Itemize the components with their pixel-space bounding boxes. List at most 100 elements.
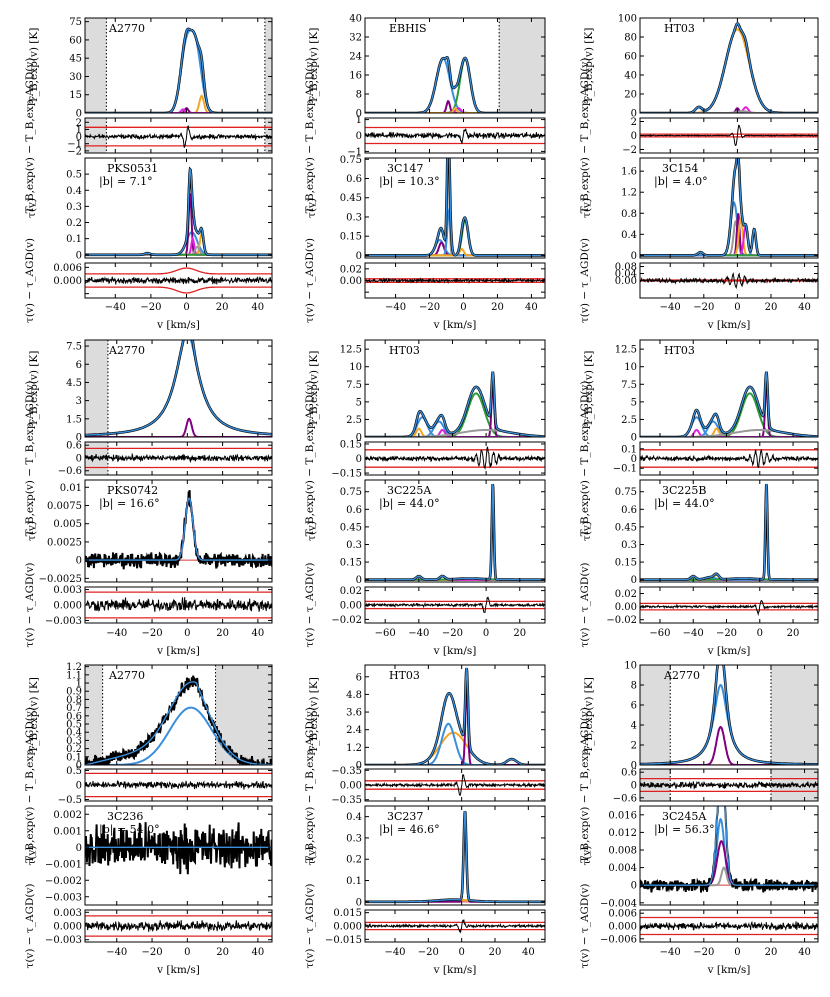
r3c2-em-component-2 — [365, 722, 545, 765]
r2c2-ar-ylabel: τ(v) − τ_AGD(v) — [304, 563, 316, 648]
r2c1-ab-total-fit — [85, 497, 272, 561]
r3c2-ar-panel: −0.015 0.000 0.015 τ(v) − τ_AGD(v) — [304, 884, 546, 968]
r2c3-em-ytick-label: 2.5 — [621, 415, 637, 426]
r1c2-ab-ytick-label: 0 — [356, 251, 362, 262]
r3c2-em-ytick-label: 4.8 — [346, 690, 362, 701]
r2c1-em-ytick-label: 6 — [76, 360, 82, 371]
r2c3-er-ytick-label: −0.1 — [613, 464, 637, 475]
r3c2-xlabel: v [km/s] — [433, 964, 477, 976]
r1c2-ab-ytick-label: 0.6 — [346, 174, 362, 185]
r3c1-xtick-label: −20 — [141, 947, 162, 958]
r2c1-ab-frame — [84, 479, 273, 583]
r2c2-em-ytick-label: 2.5 — [346, 415, 362, 426]
r2c3-er-plot-area — [640, 448, 818, 469]
r3c2-er-residual — [365, 774, 545, 797]
r2c1-absorption-source-label: PKS0742 — [107, 484, 158, 497]
r3c3-ar-plot-area — [640, 916, 818, 936]
r3c1-ar-ytick-label: 0.003 — [53, 908, 82, 919]
r1c2-xtick-label: 40 — [525, 302, 538, 313]
r1c1-er-ylabel: T_B,exp(v) − T_B,exp,AGD(v) — [24, 58, 36, 214]
r1c2-ab-ytick-label: 0.15 — [340, 232, 362, 243]
r3c2-ab-panel: 0 0.1 0.2 0.3 0.4 τ(v) — [306, 805, 546, 908]
r3c1-ar-ytick-label: −0.003 — [45, 935, 82, 946]
r2c3-ab-ytick-label: 0.3 — [621, 540, 637, 551]
r2c2-ab-ytick-label: 0.6 — [346, 505, 362, 516]
r1c3-er-ytick-label: 2 — [631, 117, 637, 128]
r1c1-ab-panel: 0 0.1 0.2 0.3 0.4 0.5 τ(v) — [26, 157, 273, 261]
r2c3-ab-ytick-label: 0 — [631, 575, 637, 586]
r3c1-em-frame — [84, 664, 273, 766]
r3c2-em-panel: 0 1.2 2.4 3.6 4.8 6 T_B,exp(v) [K] — [308, 664, 546, 772]
r3c2-xtick-label: −40 — [384, 947, 405, 958]
r1c1-er-ytick-label: 1 — [76, 125, 82, 136]
r1c1-xtick-label: 40 — [251, 302, 264, 313]
r3c1-em-ytick-label: 0.6 — [66, 711, 82, 722]
r1c1-er-plot-area — [85, 118, 272, 153]
r2c2-ar-ytick-label: 0.00 — [340, 601, 362, 612]
r1c1-ab-ytick-label: 0.2 — [66, 218, 82, 229]
r3c1-latitude-label: |b| = 54.0° — [99, 823, 160, 837]
r1c1-ab-ytick-label: 0.4 — [66, 186, 82, 197]
r2c2-ab-frame — [364, 479, 546, 583]
r2c2-em-plot-area — [365, 371, 545, 437]
r1c3-ab-panel: 0 0.4 0.8 1.2 1.6 τ(v) — [581, 157, 819, 262]
r3c1-em-ytick-label: 0.7 — [66, 703, 82, 714]
r1c2-er-residual — [365, 128, 545, 144]
r1c2-latitude-label: |b| = 10.3° — [379, 175, 440, 189]
r1c3-er-ylabel: T_B,exp(v) − T_B,exp,AGD(v) — [579, 58, 591, 214]
r3c2-em-ytick-label: 1.2 — [346, 743, 362, 754]
r2c3-ab-panel: 0 0.15 0.3 0.45 0.6 0.75 τ(v) — [581, 479, 819, 586]
r3c2-em-plot-area — [365, 667, 545, 765]
r1c1-ab-frame — [84, 157, 273, 259]
r2c1-er-panel: −0.6 00.6 T_B,exp(v) − T_B,exp,AGD(v) — [24, 381, 273, 536]
r1c3-er-plot-area — [640, 124, 818, 146]
r1c3-ab-ylabel: τ(v) — [581, 198, 593, 218]
r3c3-absorption-source-label: 3C245A — [662, 810, 707, 823]
r3c3-em-ytick-label: 6 — [631, 701, 637, 712]
r1c1-emission-source-label: A2770 — [108, 22, 145, 35]
r3c1-er-ylabel: T_B,exp(v) − T_B,exp,AGD(v) — [24, 707, 36, 863]
r2c3-ar-ytick-label: −0.02 — [606, 615, 637, 626]
r3c1-em-total-fit — [85, 681, 272, 765]
r2c2-er-ytick-label: 0 — [356, 454, 362, 465]
r1c1-er-excluded-region — [264, 118, 272, 153]
r2c3-ab-ytick-label: 0.15 — [615, 558, 637, 569]
r2c1-ab-ylabel: τ(v) — [26, 521, 38, 541]
r2c2-em-observed-spectrum — [365, 371, 545, 437]
r2c2-ar-residual — [365, 596, 545, 614]
r1c1-ab-ytick-label: 0.1 — [66, 234, 82, 245]
r1c2-er-ylabel: T_B,exp(v) − T_B,exp,AGD(v) — [304, 58, 316, 214]
r3c3-ab-ytick-label: 0.012 — [608, 828, 637, 839]
r1c3-ab-ytick-label: 1.6 — [621, 167, 637, 178]
r3c3-emission-source-label: A2770 — [663, 669, 700, 682]
r3c3-em-panel: 0 2 4 6 8 10 T_B,exp(v) [K] — [583, 661, 819, 772]
r3c1-xlabel: v [km/s] — [156, 964, 200, 976]
r2c3-em-ytick-label: 7.5 — [621, 380, 637, 391]
r3c2-xtick-label: 40 — [522, 947, 535, 958]
r3c1-er-ytick-label: 0 — [76, 781, 82, 792]
r3c3-er-plot-area — [640, 769, 818, 801]
r1c2-em-component-4 — [365, 107, 545, 113]
r2c3-xtick-label: −20 — [716, 628, 737, 639]
r2c3-emission-source-label: HT03 — [664, 344, 695, 357]
r1c1-em-total-fit — [85, 28, 272, 113]
r2c3-ar-ylabel: τ(v) − τ_AGD(v) — [579, 563, 591, 648]
r1c3-latitude-label: |b| = 4.0° — [654, 175, 708, 189]
r3c1-ab-panel: −0.003 −0.002 −0.001 0 0.001 0.002 τ(v) — [26, 805, 273, 906]
r1c3-em-ytick-label: 100 — [618, 14, 637, 25]
r2c3-em-plot-area — [640, 371, 818, 437]
r2c2-xtick-label: 0 — [483, 628, 489, 639]
r2c2-er-residual — [365, 446, 545, 470]
r1c2-er-ytick-label: 1 — [356, 115, 362, 126]
r1c1-em-observed-spectrum — [85, 27, 272, 113]
r2c2-ab-panel: 0 0.15 0.3 0.45 0.6 0.75 τ(v) — [306, 479, 546, 586]
r3c2-em-ylabel: T_B,exp(v) [K] — [308, 677, 320, 753]
r2c1-er-residual — [85, 452, 272, 464]
r3c2-er-plot-area — [365, 774, 545, 797]
r3c1-em-ytick-label: 1.2 — [66, 662, 82, 673]
r1c1-em-ytick-label: 60 — [69, 35, 82, 46]
r2c3-em-component-3 — [640, 392, 818, 437]
r3c1-ab-ytick-label: −0.001 — [45, 859, 82, 870]
